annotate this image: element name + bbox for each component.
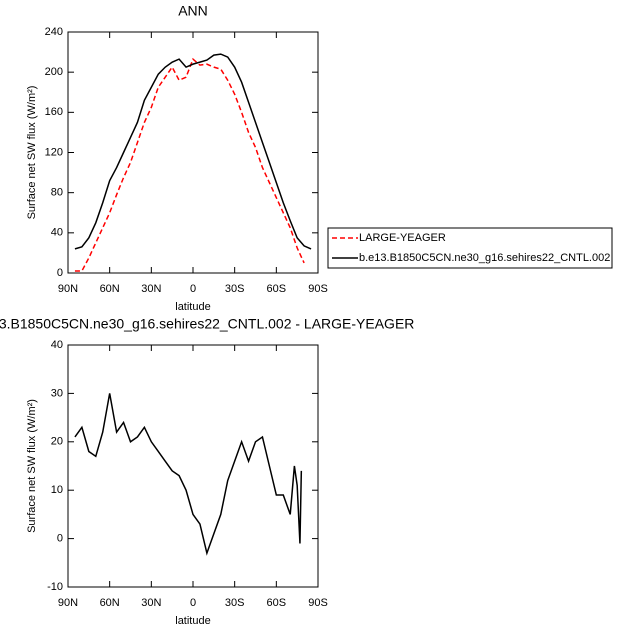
- y-tick-label: 80: [51, 187, 63, 199]
- x-axis-label: latitude: [175, 615, 210, 627]
- x-tick-label: 60S: [267, 283, 287, 295]
- y-tick-label: 40: [51, 339, 63, 351]
- y-tick-label: 240: [45, 26, 63, 38]
- y-axis-label: Surface net SW flux (W/m²): [26, 86, 38, 220]
- y-tick-label: 40: [51, 227, 63, 239]
- x-tick-label: 90N: [58, 283, 78, 295]
- x-tick-label: 30S: [225, 283, 245, 295]
- legend-box: [327, 227, 613, 269]
- y-tick-label: 120: [45, 146, 63, 158]
- data-line: [74, 57, 305, 272]
- y-tick-label: -10: [47, 581, 63, 593]
- x-tick-label: 0: [190, 597, 196, 609]
- plot-frame: [67, 31, 319, 274]
- x-tick-label: 30N: [141, 283, 161, 295]
- legend-label: b.e13.B1850C5CN.ne30_g16.sehires22_CNTL.…: [359, 252, 610, 264]
- x-tick-label: 30S: [225, 597, 245, 609]
- x-tick-label: 0: [190, 283, 196, 295]
- chart-title: ANN: [178, 3, 208, 19]
- x-tick-label: 30N: [141, 597, 161, 609]
- legend-label: LARGE-YEAGER: [359, 232, 446, 244]
- y-tick-label: 0: [57, 533, 63, 545]
- x-tick-label: 60N: [100, 597, 120, 609]
- plot-frame: [67, 344, 319, 588]
- y-tick-label: 10: [51, 484, 63, 496]
- data-line: [74, 53, 312, 250]
- x-tick-label: 60N: [100, 283, 120, 295]
- x-tick-label: 90S: [308, 597, 328, 609]
- y-tick-label: 20: [51, 436, 63, 448]
- x-axis-label: latitude: [175, 301, 210, 313]
- y-axis-label: Surface net SW flux (W/m²): [26, 399, 38, 533]
- y-tick-label: 0: [57, 267, 63, 279]
- data-line: [74, 393, 303, 556]
- chart-title: b.e13.B1850C5CN.ne30_g16.sehires22_CNTL.…: [0, 316, 414, 332]
- x-tick-label: 90N: [58, 597, 78, 609]
- y-tick-label: 200: [45, 66, 63, 78]
- x-tick-label: 60S: [267, 597, 287, 609]
- x-tick-label: 90S: [308, 283, 328, 295]
- y-tick-label: 160: [45, 106, 63, 118]
- y-tick-label: 30: [51, 387, 63, 399]
